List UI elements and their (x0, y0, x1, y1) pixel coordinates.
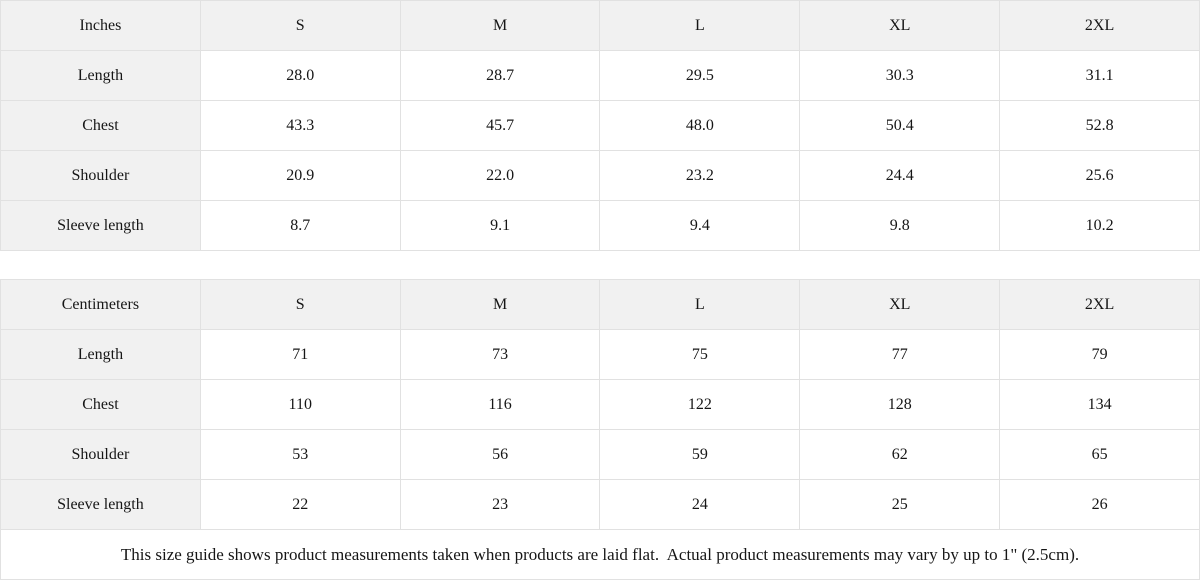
row-label-cell: Chest (0, 100, 201, 151)
value-cell: 31.1 (999, 50, 1200, 101)
size-table-inches: Inches S M L XL 2XL Length 28.0 28.7 29.… (0, 0, 1200, 251)
value-cell: 9.4 (599, 200, 801, 251)
measurement-row-length: Length 71 73 75 77 79 (0, 329, 1200, 380)
value-cell: 59 (599, 429, 801, 480)
row-label-cell: Length (0, 50, 201, 101)
measurement-row-chest: Chest 43.3 45.7 48.0 50.4 52.8 (0, 100, 1200, 151)
table-spacer (0, 251, 1200, 279)
value-cell: 56 (399, 429, 601, 480)
size-header-cell: L (599, 0, 801, 51)
value-cell: 8.7 (199, 200, 401, 251)
size-header-cell: S (199, 279, 401, 330)
value-cell: 62 (799, 429, 1001, 480)
measurement-row-sleeve-length: Sleeve length 8.7 9.1 9.4 9.8 10.2 (0, 200, 1200, 251)
row-label-cell: Chest (0, 379, 201, 430)
value-cell: 45.7 (399, 100, 601, 151)
measurement-row-sleeve-length: Sleeve length 22 23 24 25 26 (0, 479, 1200, 530)
value-cell: 122 (599, 379, 801, 430)
row-label-cell: Shoulder (0, 429, 201, 480)
value-cell: 22 (199, 479, 401, 530)
value-cell: 28.7 (399, 50, 601, 101)
value-cell: 9.1 (399, 200, 601, 251)
measurement-row-shoulder: Shoulder 20.9 22.0 23.2 24.4 25.6 (0, 150, 1200, 201)
value-cell: 9.8 (799, 200, 1001, 251)
value-cell: 29.5 (599, 50, 801, 101)
row-label-cell: Shoulder (0, 150, 201, 201)
value-cell: 50.4 (799, 100, 1001, 151)
value-cell: 65 (999, 429, 1200, 480)
value-cell: 52.8 (999, 100, 1200, 151)
value-cell: 43.3 (199, 100, 401, 151)
value-cell: 53 (199, 429, 401, 480)
size-header-cell: M (399, 279, 601, 330)
value-cell: 116 (399, 379, 601, 430)
value-cell: 73 (399, 329, 601, 380)
value-cell: 30.3 (799, 50, 1001, 101)
row-label-cell: Sleeve length (0, 200, 201, 251)
value-cell: 24.4 (799, 150, 1001, 201)
measurement-row-chest: Chest 110 116 122 128 134 (0, 379, 1200, 430)
value-cell: 20.9 (199, 150, 401, 201)
value-cell: 71 (199, 329, 401, 380)
value-cell: 128 (799, 379, 1001, 430)
size-header-cell: 2XL (999, 0, 1200, 51)
row-label-cell: Sleeve length (0, 479, 201, 530)
value-cell: 25.6 (999, 150, 1200, 201)
size-header-cell: XL (799, 0, 1001, 51)
value-cell: 75 (599, 329, 801, 380)
value-cell: 28.0 (199, 50, 401, 101)
value-cell: 22.0 (399, 150, 601, 201)
value-cell: 134 (999, 379, 1200, 430)
unit-header-cell: Inches (0, 0, 201, 51)
row-label-cell: Length (0, 329, 201, 380)
size-header-cell: S (199, 0, 401, 51)
measurement-row-shoulder: Shoulder 53 56 59 62 65 (0, 429, 1200, 480)
value-cell: 24 (599, 479, 801, 530)
value-cell: 48.0 (599, 100, 801, 151)
value-cell: 110 (199, 379, 401, 430)
size-header-cell: 2XL (999, 279, 1200, 330)
value-cell: 77 (799, 329, 1001, 380)
size-header-cell: XL (799, 279, 1001, 330)
value-cell: 10.2 (999, 200, 1200, 251)
value-cell: 26 (999, 479, 1200, 530)
header-row: Inches S M L XL 2XL (0, 0, 1200, 51)
size-header-cell: L (599, 279, 801, 330)
header-row: Centimeters S M L XL 2XL (0, 279, 1200, 330)
value-cell: 25 (799, 479, 1001, 530)
value-cell: 23 (399, 479, 601, 530)
size-header-cell: M (399, 0, 601, 51)
measurement-row-length: Length 28.0 28.7 29.5 30.3 31.1 (0, 50, 1200, 101)
value-cell: 79 (999, 329, 1200, 380)
size-table-centimeters: Centimeters S M L XL 2XL Length 71 73 75… (0, 279, 1200, 530)
size-guide-note: This size guide shows product measuremen… (0, 530, 1200, 580)
value-cell: 23.2 (599, 150, 801, 201)
unit-header-cell: Centimeters (0, 279, 201, 330)
